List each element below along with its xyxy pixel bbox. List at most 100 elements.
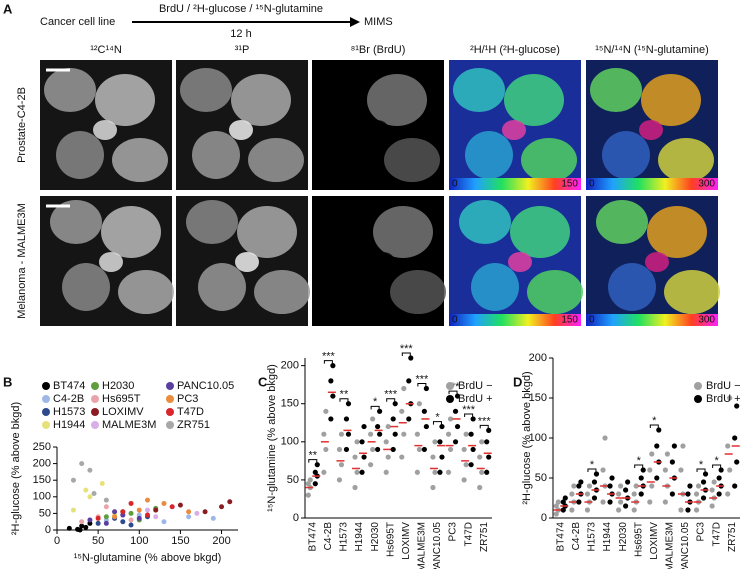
scatter-point: [79, 523, 85, 529]
cell-nucleus: [508, 252, 532, 272]
legend-swatch: [166, 382, 174, 390]
x-tick-label: PANC10.05: [680, 522, 691, 569]
cell-nucleus: [112, 138, 168, 182]
strip-point: [609, 475, 615, 481]
cell-nucleus: [322, 200, 374, 244]
y-tick-label: 50: [287, 474, 299, 486]
strip-point: [600, 467, 606, 473]
strip-point: [685, 507, 691, 513]
column-header: ¹⁵N/¹⁴N (¹⁵N-glutamine): [595, 44, 708, 56]
strip-point: [359, 469, 365, 475]
strip-point: [416, 446, 422, 453]
legend-label: BrdU +: [706, 393, 741, 405]
cell-nucleus: [596, 200, 648, 244]
strip-point: [700, 495, 707, 501]
strip-point: [569, 491, 575, 497]
row-label: Prostate-C4-2B: [16, 87, 28, 163]
legend-label: PANC10.05: [177, 380, 234, 392]
strip-point: [716, 491, 722, 497]
strip-point: [607, 499, 613, 505]
strip-point: [437, 439, 443, 445]
significance-label: ***: [415, 373, 429, 385]
colorbar: [449, 178, 581, 190]
x-tick-label: 0: [54, 535, 60, 547]
scatter-point: [210, 515, 216, 521]
significance-bracket: [696, 468, 706, 472]
cell-nucleus: [237, 206, 297, 258]
x-tick-label: PC3: [448, 522, 459, 542]
scatter-point: [95, 515, 101, 521]
cell-nucleus: [198, 263, 246, 311]
scatter-point: [227, 499, 233, 505]
legend-label: ZR751: [177, 419, 210, 431]
strip-point: [638, 491, 644, 497]
colorbar-min: 0: [589, 315, 595, 326]
strip-point: [671, 443, 677, 449]
strip-point: [463, 431, 469, 437]
scatter-point: [136, 507, 142, 513]
schematic-duration: 12 h: [230, 28, 251, 40]
strip-point: [560, 499, 566, 505]
strip-point: [725, 491, 731, 497]
x-tick-label: T47D: [463, 522, 474, 546]
strip-point: [625, 479, 631, 485]
scatter-point: [186, 514, 192, 520]
strip-point: [669, 491, 675, 497]
strip-point: [732, 483, 738, 489]
cell-nucleus: [50, 200, 102, 244]
strip-point: [361, 423, 367, 430]
cell-nucleus: [639, 120, 663, 140]
significance-label: *: [590, 459, 595, 471]
significance-bracket: [649, 424, 659, 428]
schematic-start: Cancer cell line: [40, 16, 115, 28]
cell-nucleus: [373, 206, 433, 258]
x-tick-label: H1944: [354, 522, 365, 552]
scatter-point: [91, 490, 97, 496]
scatter-point: [186, 509, 192, 515]
y-tick-label: 200: [529, 352, 547, 364]
scatter-point: [153, 514, 159, 520]
strip-point: [693, 507, 700, 513]
scatter-point: [77, 527, 83, 533]
legend-swatch: [91, 395, 99, 403]
strip-point: [647, 467, 653, 473]
strip-point: [486, 427, 492, 433]
legend-label: BrdU −: [706, 380, 741, 392]
colorbar-max: 300: [698, 315, 715, 326]
legend-swatch: [42, 421, 50, 429]
strip-point: [345, 401, 352, 407]
scatter-point: [136, 515, 142, 521]
legend-swatch: [166, 421, 174, 429]
strip-point: [555, 499, 561, 505]
scatter-point: [70, 477, 76, 483]
scatter-point: [202, 509, 208, 515]
cell-nucleus: [56, 131, 104, 179]
strip-point: [695, 483, 702, 489]
cell-nucleus: [93, 120, 117, 140]
strip-point: [375, 423, 381, 430]
strip-point: [312, 481, 318, 487]
strip-point: [328, 378, 334, 384]
y-tick-label: 100: [33, 491, 51, 503]
cell-nucleus: [186, 200, 238, 244]
strip-point: [343, 446, 350, 453]
strip-point: [631, 507, 637, 513]
scatter-point: [128, 522, 134, 528]
x-tick-label: PC3: [696, 522, 707, 542]
x-tick-label: PANC10.05: [432, 522, 443, 569]
legend-swatch: [446, 395, 454, 403]
cell-nucleus: [608, 263, 656, 311]
strip-point: [423, 385, 429, 392]
strip-point: [591, 479, 598, 485]
significance-bracket: [417, 382, 427, 387]
strip-point: [484, 439, 490, 445]
strip-point: [305, 492, 311, 498]
strip-point: [584, 507, 591, 513]
strip-point: [647, 499, 653, 505]
scatter-point: [79, 519, 85, 525]
legend-label: PC3: [177, 393, 198, 405]
cell-nucleus: [235, 252, 259, 272]
legend-label: H2030: [102, 380, 134, 392]
x-tick-label: 150: [171, 535, 189, 547]
